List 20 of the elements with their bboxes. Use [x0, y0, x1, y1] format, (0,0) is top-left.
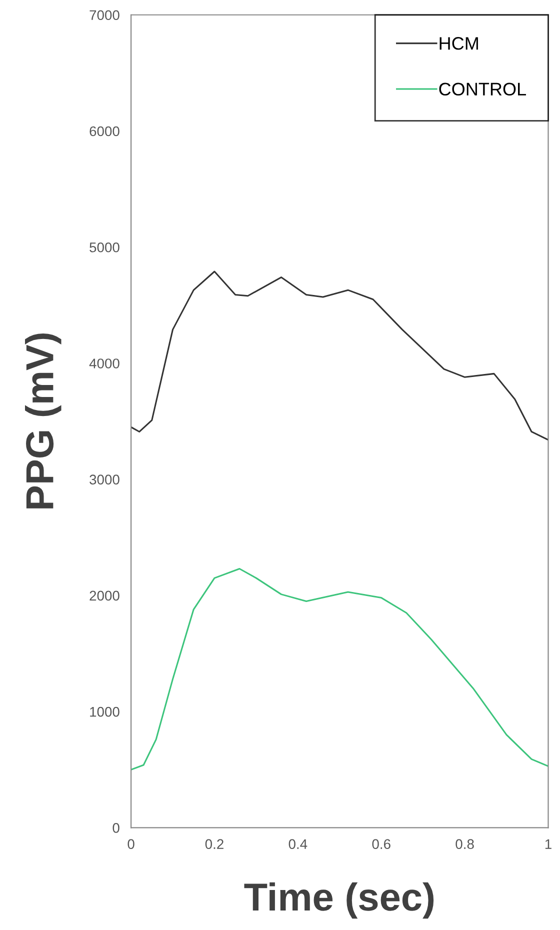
x-tick-label: 0.8 — [456, 839, 474, 850]
x-tick-label: 0.4 — [288, 839, 308, 850]
line-series — [131, 568, 548, 770]
y-tick-label: 0 — [112, 823, 120, 833]
y-tick-label: 3000 — [90, 474, 120, 485]
y-tick-label: 6000 — [90, 126, 120, 136]
x-tick-label: 0 — [128, 839, 134, 850]
legend-label: HCM — [440, 37, 478, 50]
y-tick-label: 4000 — [89, 358, 120, 368]
x-tick-label: 0.2 — [205, 839, 224, 850]
x-tick-label: 1 — [545, 839, 552, 849]
x-axis-title: Time (sec) — [244, 882, 434, 919]
line-series — [131, 270, 548, 441]
y-axis-title: PPG (mV) — [25, 334, 62, 508]
y-tick-label: 5000 — [90, 242, 120, 252]
y-tick-label: 7000 — [90, 10, 120, 20]
legend-label: CONTROL — [439, 82, 526, 96]
x-tick-label: 0.6 — [372, 839, 390, 850]
y-tick-label: 1000 — [90, 706, 120, 717]
y-tick-label: 2000 — [90, 590, 120, 601]
